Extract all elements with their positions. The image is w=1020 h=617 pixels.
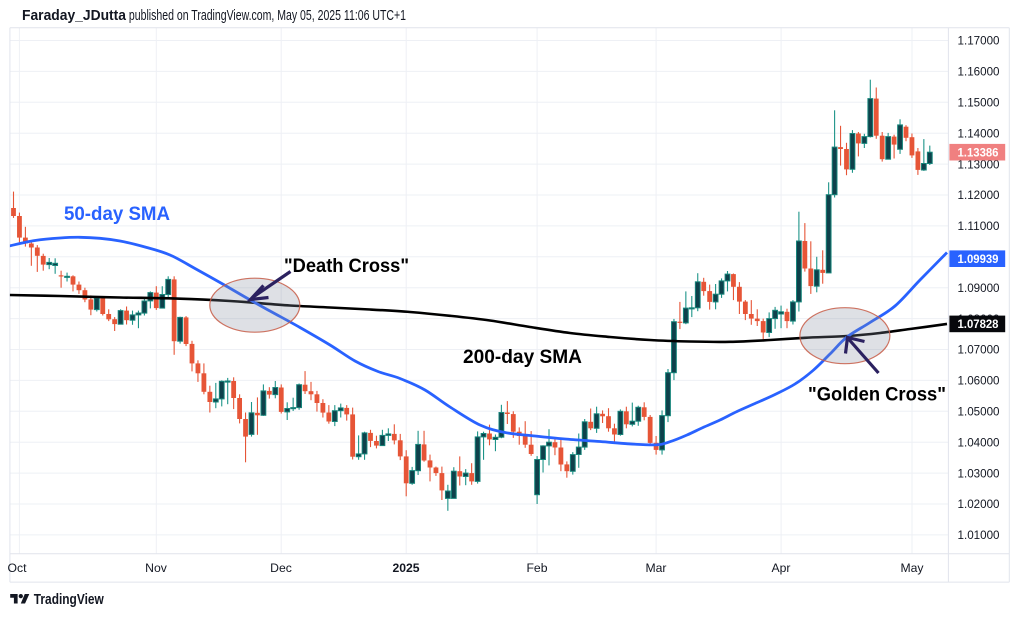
svg-text:1.02000: 1.02000 [958,497,1000,511]
svg-text:Mar: Mar [646,561,667,575]
svg-text:Feb: Feb [526,561,547,575]
svg-text:50-day SMA: 50-day SMA [64,203,170,225]
svg-text:1.16000: 1.16000 [958,65,1000,79]
svg-text:TradingView: TradingView [34,592,105,608]
svg-text:1.04000: 1.04000 [958,435,1000,449]
svg-text:1.12000: 1.12000 [958,188,1000,202]
svg-text:1.11000: 1.11000 [958,219,1000,233]
svg-text:Dec: Dec [270,561,292,575]
svg-text:1.09000: 1.09000 [958,281,1000,295]
svg-text:1.06000: 1.06000 [958,374,1000,388]
svg-text:Nov: Nov [145,561,168,575]
svg-text:1.17000: 1.17000 [958,34,1000,48]
svg-text:1.15000: 1.15000 [958,96,1000,110]
svg-text:May: May [900,561,924,575]
svg-text:200-day SMA: 200-day SMA [463,346,582,368]
svg-text:Faraday_JDutta published on Tr: Faraday_JDutta published on TradingView.… [22,8,406,24]
svg-text:1.03000: 1.03000 [958,466,1000,480]
svg-text:Apr: Apr [772,561,791,575]
svg-text:"Death Cross": "Death Cross" [284,255,409,277]
svg-text:1.13000: 1.13000 [958,157,1000,171]
svg-text:1.07828: 1.07828 [958,317,999,331]
svg-text:1.14000: 1.14000 [958,126,1000,140]
svg-text:1.09939: 1.09939 [958,252,999,266]
svg-text:"Golden Cross": "Golden Cross" [808,384,946,406]
svg-text:Oct: Oct [8,561,28,575]
svg-text:1.07000: 1.07000 [958,343,1000,357]
svg-text:1.05000: 1.05000 [958,405,1000,419]
svg-text:1.01000: 1.01000 [958,528,1000,542]
svg-text:1.13386: 1.13386 [958,145,999,159]
svg-text:2025: 2025 [392,561,419,575]
